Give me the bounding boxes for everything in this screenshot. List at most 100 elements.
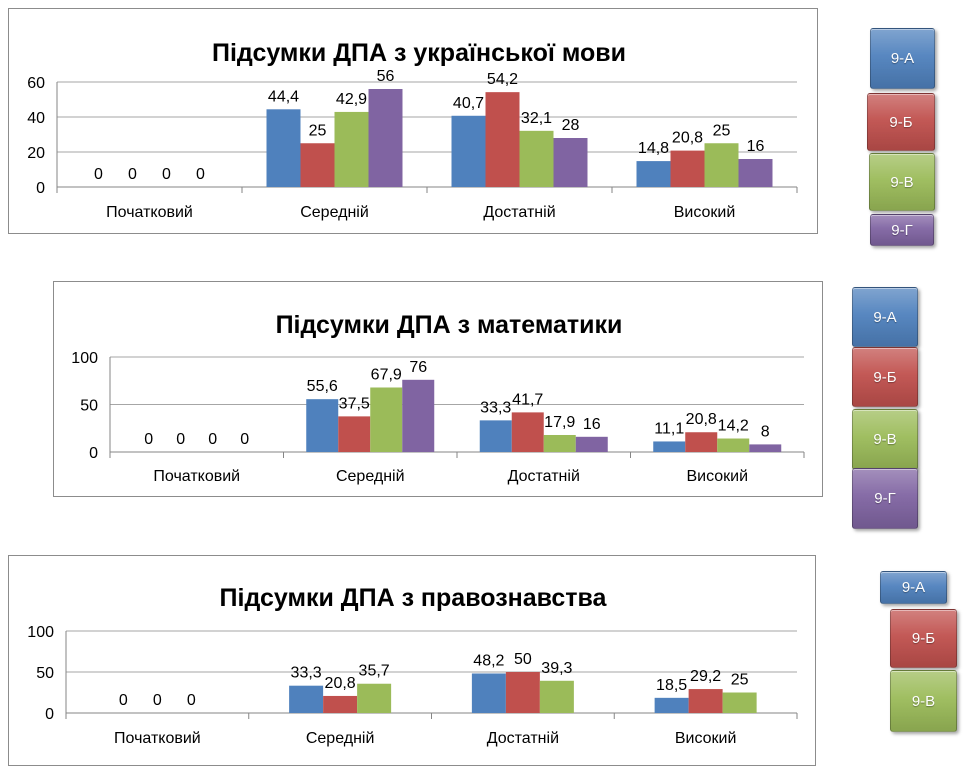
data-label: 41,7 — [512, 391, 543, 408]
bar-series-2 — [323, 695, 358, 713]
legend-item-series-3: 9-В — [852, 409, 918, 470]
y-tick-label: 60 — [27, 75, 45, 92]
bar-series-2 — [511, 412, 544, 452]
bar-series-3 — [539, 680, 574, 713]
data-label: 0 — [119, 692, 128, 709]
legend-item-series-2: 9-Б — [867, 93, 935, 151]
bar-series-4 — [738, 159, 773, 187]
data-label: 25 — [731, 672, 749, 689]
bar-series-3 — [722, 692, 757, 713]
legend-item-series-2: 9-Б — [890, 609, 957, 668]
bar-series-4 — [368, 89, 403, 187]
legend-label: 9-А — [873, 308, 897, 326]
data-label: 67,9 — [371, 366, 402, 383]
data-label: 42,9 — [336, 91, 367, 108]
bar-series-2 — [485, 92, 520, 187]
data-label: 76 — [409, 359, 427, 376]
data-label: 55,6 — [307, 378, 338, 395]
data-label: 29,2 — [690, 668, 721, 685]
legend-item-series-1: 9-А — [880, 571, 947, 604]
bar-series-3 — [717, 438, 750, 452]
data-label: 0 — [144, 431, 153, 448]
data-label: 16 — [747, 138, 765, 155]
data-label: 35,7 — [359, 663, 390, 680]
data-label: 18,5 — [656, 677, 687, 694]
bar-series-1 — [653, 441, 686, 452]
y-tick-label: 50 — [36, 665, 54, 682]
data-label: 32,1 — [521, 110, 552, 127]
legend-item-series-4: 9-Г — [852, 468, 918, 529]
legend-label: 9-Г — [874, 490, 896, 507]
category-label: Початковий — [106, 204, 193, 221]
y-tick-label: 0 — [45, 706, 54, 723]
bar-series-1 — [289, 685, 324, 713]
data-label: 11,1 — [654, 420, 684, 437]
data-label: 56 — [377, 68, 395, 85]
data-label: 0 — [94, 166, 103, 183]
data-label: 54,2 — [487, 71, 518, 88]
bar-series-1 — [266, 109, 301, 187]
legend-label: 9-Г — [891, 221, 913, 239]
legend-item-series-3: 9-В — [890, 670, 957, 732]
chart-svg: Підсумки ДПА з математики 0 50 100 0 0 0 0 Почат… — [71, 311, 805, 485]
data-label: 0 — [187, 692, 196, 709]
data-label: 0 — [196, 166, 205, 183]
bar-series-4 — [749, 444, 782, 452]
data-label: 33,3 — [291, 665, 322, 682]
category-label: Початковий — [114, 730, 201, 747]
data-label: 0 — [162, 166, 171, 183]
category-label: Достатній — [508, 468, 580, 485]
y-tick-label: 20 — [27, 145, 45, 162]
data-label: 8 — [761, 423, 770, 440]
data-label: 14,8 — [638, 140, 669, 157]
data-label: 14,2 — [718, 418, 749, 435]
category-label: Середній — [300, 204, 369, 221]
data-label: 20,8 — [672, 130, 703, 147]
legend-label: 9-В — [890, 173, 914, 191]
legend-label: 9-Б — [873, 368, 897, 386]
legend-label: 9-Б — [911, 630, 936, 647]
bar-series-4 — [553, 138, 588, 187]
bar-series-3 — [519, 130, 554, 187]
y-tick-label: 100 — [27, 624, 54, 641]
chart-svg: Підсумки ДПА з правознавства 0 50 100 0 0 0 Поч… — [27, 584, 798, 747]
bar-series-4 — [575, 436, 608, 452]
data-label: 25 — [713, 122, 731, 139]
bar-series-1 — [451, 115, 486, 187]
y-tick-label: 40 — [27, 110, 45, 127]
bar-series-2 — [505, 672, 540, 713]
y-tick-label: 0 — [89, 445, 98, 462]
legend-label: 9-В — [911, 692, 936, 710]
data-label: 0 — [240, 431, 249, 448]
data-label: 16 — [583, 416, 601, 433]
data-label: 17,9 — [544, 414, 575, 431]
ukrainian-chart: Підсумки ДПА з української мови 0 20 40 60 0 0… — [8, 8, 818, 234]
data-label: 28 — [562, 117, 580, 134]
bar-series-4 — [402, 379, 435, 452]
chart-title: Підсумки ДПА з математики — [276, 311, 623, 339]
chart-svg: Підсумки ДПА з української мови 0 20 40 60 0 0… — [27, 39, 798, 221]
data-label: 39,3 — [541, 660, 572, 677]
bar-series-3 — [334, 111, 369, 187]
data-label: 0 — [128, 166, 137, 183]
data-label: 40,7 — [453, 95, 484, 112]
category-label: Достатній — [483, 204, 555, 221]
data-label: 25 — [309, 122, 327, 139]
bar-series-3 — [543, 434, 576, 452]
bar-series-1 — [479, 420, 512, 452]
bar-series-2 — [685, 432, 718, 452]
legend-label: 9-В — [873, 431, 897, 448]
chart-title: Підсумки ДПА з правознавства — [220, 584, 608, 612]
bar-series-2 — [338, 416, 371, 452]
legend-item-series-1: 9-А — [870, 28, 935, 89]
category-label: Високий — [675, 730, 737, 747]
legend-item-series-4: 9-Г — [870, 214, 934, 246]
legend-label: 9-Б — [889, 113, 913, 131]
legend-item-series-1: 9-А — [852, 287, 918, 347]
category-label: Початковий — [153, 468, 240, 485]
data-label: 50 — [514, 651, 532, 668]
data-label: 37,5 — [339, 395, 370, 412]
category-label: Високий — [686, 468, 748, 485]
y-tick-label: 0 — [36, 180, 45, 197]
chart-title: Підсумки ДПА з української мови — [212, 39, 626, 67]
